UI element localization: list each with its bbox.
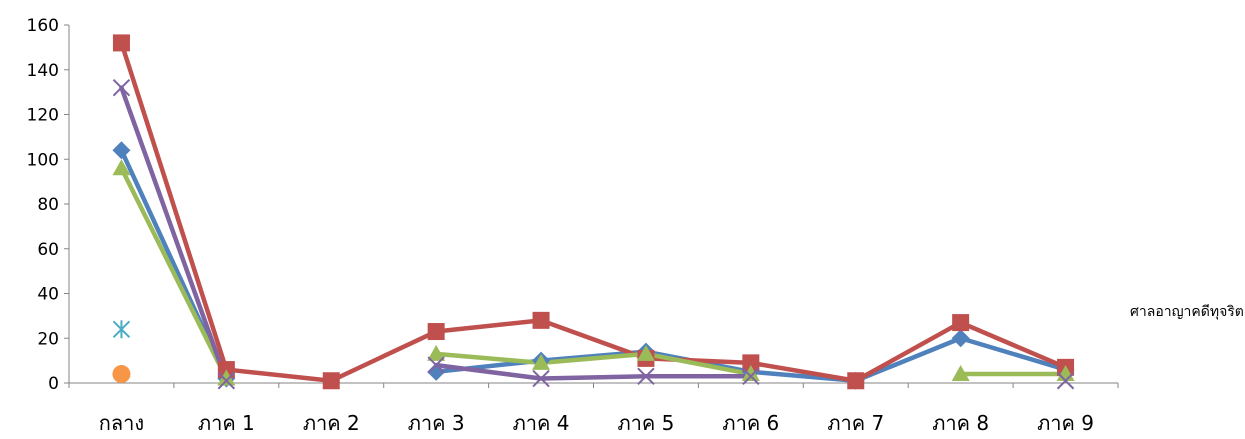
legend-label: ศาลอาญาคดีทุจริต: [1130, 304, 1244, 320]
data-point-teal: [112, 320, 131, 339]
series-line-red: [119, 40, 1068, 384]
y-tick-label: 100: [27, 150, 59, 170]
x-tick-label: ภาค 4: [513, 411, 570, 435]
y-tick-label: 140: [27, 61, 59, 81]
y-tick-label: 80: [37, 195, 59, 215]
data-point-green: [636, 344, 655, 361]
series-line-purple: [119, 85, 229, 384]
x-tick-label: ภาค 5: [618, 411, 675, 435]
series-lines: [119, 40, 1068, 384]
y-tick-label: 60: [37, 240, 59, 260]
data-point-red: [952, 314, 970, 332]
data-point-green: [741, 365, 760, 382]
data-point-red: [112, 34, 130, 52]
data-point-purple: [742, 367, 760, 385]
y-axis: 0 20 40 60 80 100 120 140 160: [27, 16, 70, 394]
y-tick-label: 0: [48, 374, 59, 394]
x-tick-label: กลาง: [99, 411, 144, 435]
x-tick-label: ภาค 8: [932, 411, 989, 435]
series-markers: [112, 34, 1075, 390]
data-point-green: [532, 353, 551, 370]
data-point-red: [742, 354, 760, 372]
data-point-purple: [637, 367, 655, 385]
data-point-green: [112, 159, 131, 176]
data-point-red: [322, 372, 340, 390]
data-point-green: [217, 369, 236, 386]
x-axis: กลาง ภาค 1 ภาค 2 ภาค 3 ภาค 4 ภาค 5 ภาค 6 ภาค 7 ภ…: [68, 382, 1119, 435]
x-tick-label: ภาค 2: [303, 411, 360, 435]
series-line-green: [119, 165, 229, 381]
x-tick-label: ภาค 9: [1037, 411, 1094, 435]
data-point-purple: [532, 369, 550, 388]
x-tick-label: ภาค 3: [408, 411, 465, 435]
x-tick-label: ภาค 6: [722, 411, 779, 435]
data-point-purple: [427, 356, 445, 374]
data-point-red: [532, 311, 550, 329]
y-tick-label: 160: [27, 16, 59, 36]
x-tick-label: ภาค 1: [198, 411, 255, 435]
legend: ศาลอาญาคดีทุจริต: [1130, 304, 1244, 320]
y-tick-label: 120: [27, 106, 59, 126]
y-tick-label: 20: [37, 329, 59, 349]
data-point-blue: [427, 362, 446, 381]
data-point-red: [847, 372, 865, 390]
y-tick-label: 40: [37, 285, 59, 305]
data-point-purple: [1056, 372, 1075, 390]
data-point-red: [427, 323, 445, 341]
data-point-blue: [112, 141, 131, 160]
series-line-green: [433, 351, 754, 377]
data-point-orange: [112, 365, 131, 384]
data-point-green: [951, 365, 970, 382]
data-point-purple: [217, 372, 236, 390]
series-line-purple: [433, 362, 754, 381]
data-point-blue: [951, 329, 970, 348]
x-tick-label: ภาค 7: [827, 411, 884, 435]
data-point-purple: [112, 78, 131, 97]
data-point-green: [427, 344, 446, 361]
